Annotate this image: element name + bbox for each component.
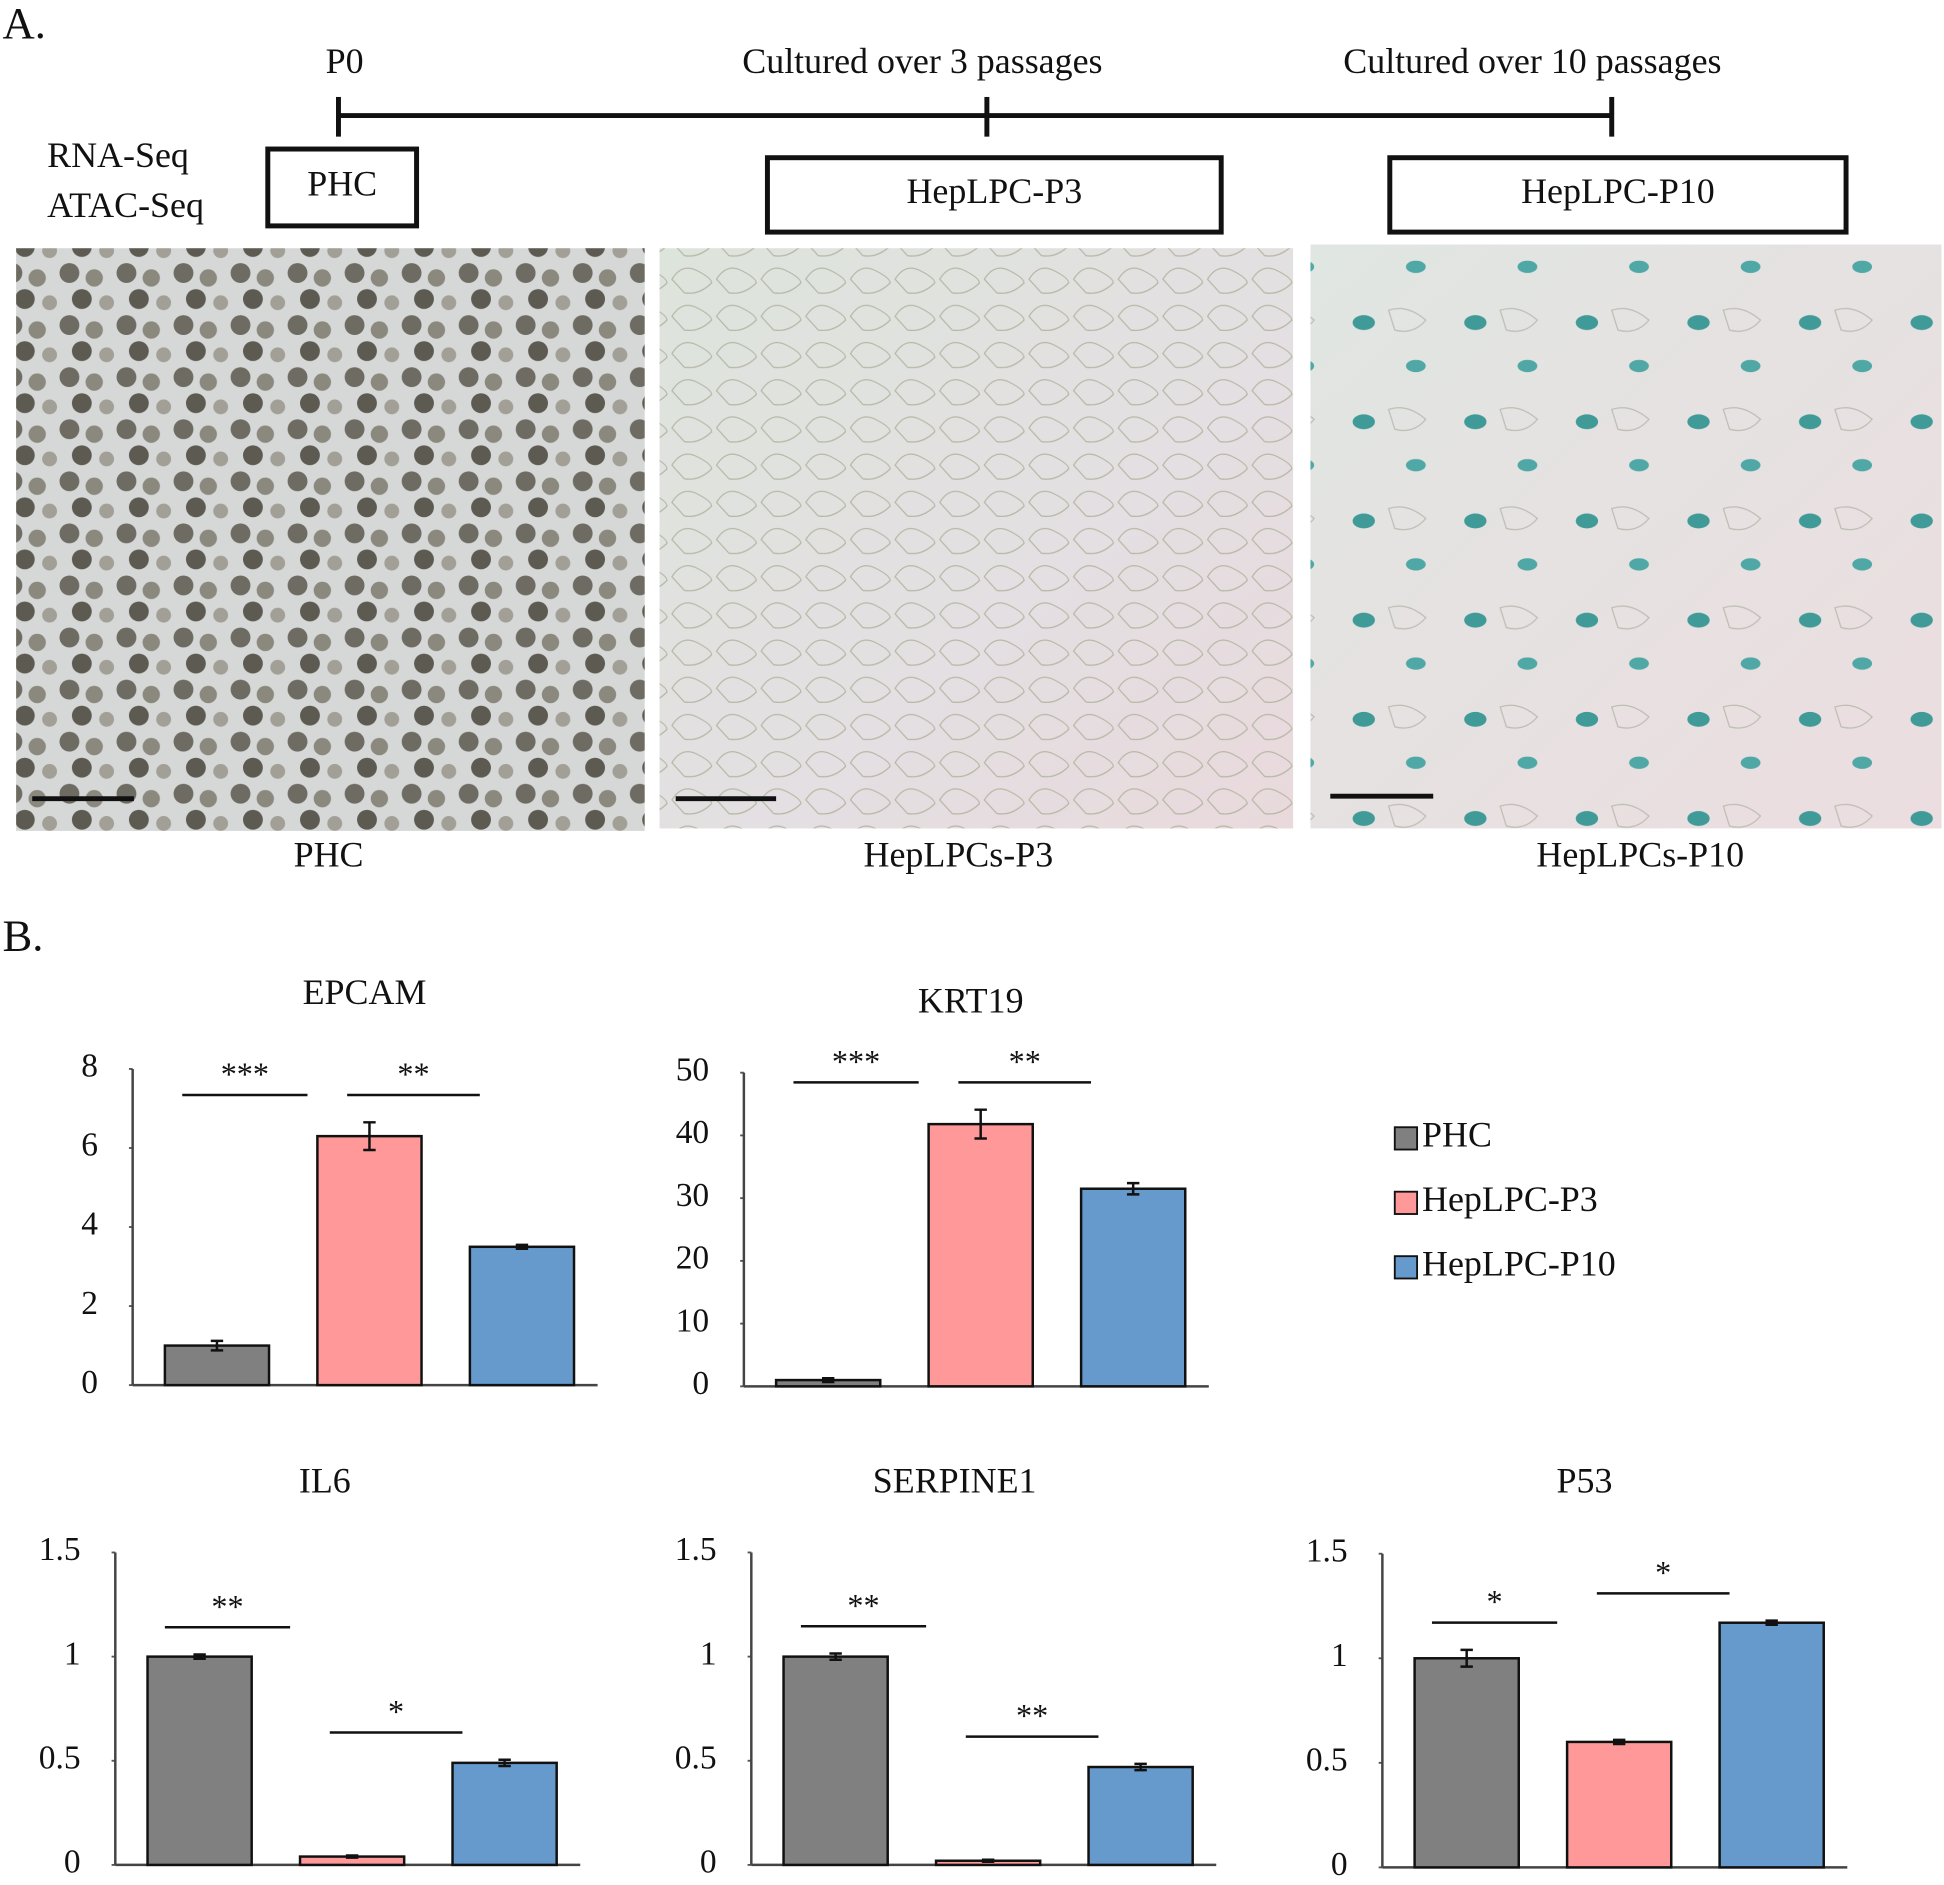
significance-label: ** bbox=[397, 1056, 429, 1092]
error-bar bbox=[193, 1653, 206, 1660]
sample-label: PHC bbox=[307, 164, 377, 204]
bar bbox=[146, 1655, 253, 1867]
significance-label: *** bbox=[221, 1056, 269, 1092]
error-bar bbox=[821, 1376, 835, 1384]
legend-swatch bbox=[1393, 1126, 1419, 1151]
assay-label: RNA-Seq bbox=[47, 135, 189, 175]
y-tick-label: 0.5 bbox=[1306, 1742, 1348, 1779]
bar bbox=[451, 1761, 558, 1867]
error-bar bbox=[1134, 1762, 1147, 1772]
bar bbox=[316, 1134, 423, 1387]
image-caption: HepLPCs-P10 bbox=[1536, 834, 1744, 874]
error-bar bbox=[1126, 1181, 1140, 1196]
micrograph bbox=[16, 248, 645, 831]
y-tick-label: 1.5 bbox=[39, 1531, 81, 1568]
significance-label: ** bbox=[1016, 1698, 1048, 1734]
error-bar bbox=[515, 1243, 529, 1251]
legend-label: HepLPC-P10 bbox=[1422, 1244, 1616, 1284]
error-bar bbox=[345, 1854, 359, 1859]
significance-label: * bbox=[1655, 1554, 1671, 1590]
y-tick-label: 0 bbox=[64, 1844, 81, 1881]
significance-label: ** bbox=[211, 1588, 243, 1624]
bar bbox=[1413, 1657, 1520, 1869]
y-tick-label: 30 bbox=[676, 1177, 709, 1214]
legend-swatch bbox=[1393, 1255, 1419, 1280]
legend-swatch bbox=[1393, 1190, 1419, 1215]
y-tick-label: 4 bbox=[81, 1206, 98, 1243]
error-bar bbox=[981, 1858, 995, 1864]
bar bbox=[163, 1344, 271, 1387]
y-tick-label: 20 bbox=[676, 1240, 709, 1277]
y-tick-label: 8 bbox=[81, 1048, 98, 1085]
micrograph-texture bbox=[659, 248, 1294, 829]
bar bbox=[1565, 1740, 1673, 1869]
bar bbox=[1087, 1765, 1194, 1867]
error-bar bbox=[1765, 1619, 1778, 1627]
error-bar bbox=[1612, 1738, 1626, 1746]
y-tick-label: 1 bbox=[700, 1635, 717, 1672]
y-tick-label: 6 bbox=[81, 1127, 98, 1164]
chart-title: EPCAM bbox=[303, 972, 427, 1012]
error-bar bbox=[974, 1108, 987, 1140]
y-tick-label: 40 bbox=[676, 1114, 709, 1151]
y-tick-label: 0.5 bbox=[39, 1739, 81, 1776]
significance-label: ** bbox=[847, 1587, 879, 1623]
y-tick-label: 1.5 bbox=[675, 1531, 717, 1568]
significance-label: * bbox=[388, 1693, 404, 1729]
timeline-label: Cultured over 10 passages bbox=[1343, 41, 1721, 81]
chart-title: KRT19 bbox=[918, 981, 1024, 1021]
bar bbox=[1079, 1187, 1187, 1388]
sample-label: HepLPC-P10 bbox=[1521, 171, 1715, 211]
bar bbox=[468, 1245, 576, 1387]
bar bbox=[782, 1655, 889, 1867]
image-caption: HepLPCs-P3 bbox=[864, 834, 1054, 874]
error-bar bbox=[498, 1758, 511, 1768]
y-tick-label: 1.5 bbox=[1306, 1532, 1348, 1569]
error-bar bbox=[829, 1652, 842, 1661]
significance-label: ** bbox=[1009, 1043, 1041, 1079]
y-tick-label: 0 bbox=[1331, 1846, 1348, 1883]
significance-label: * bbox=[1487, 1584, 1503, 1620]
image-caption: PHC bbox=[294, 834, 364, 874]
bar bbox=[1718, 1621, 1825, 1869]
sample-box bbox=[764, 155, 1224, 235]
y-tick-label: 0 bbox=[692, 1365, 709, 1402]
micrograph-texture bbox=[1310, 244, 1942, 829]
sample-label: HepLPC-P3 bbox=[906, 171, 1082, 211]
chart-title: IL6 bbox=[299, 1461, 351, 1501]
y-tick-label: 0 bbox=[700, 1844, 717, 1881]
error-bar bbox=[210, 1339, 224, 1352]
y-tick-label: 0.5 bbox=[675, 1739, 717, 1776]
legend-label: PHC bbox=[1422, 1115, 1492, 1155]
y-tick-label: 1 bbox=[64, 1635, 81, 1672]
error-bar bbox=[1460, 1648, 1473, 1668]
chart-title: P53 bbox=[1556, 1461, 1612, 1501]
panel-label: A. bbox=[2, 0, 45, 48]
y-tick-label: 10 bbox=[676, 1302, 709, 1339]
y-tick-label: 0 bbox=[81, 1364, 98, 1401]
sample-box bbox=[265, 146, 420, 229]
y-tick-label: 1 bbox=[1331, 1637, 1348, 1674]
timeline-label: Cultured over 3 passages bbox=[742, 41, 1102, 81]
timeline-label: P0 bbox=[326, 41, 364, 81]
significance-label: *** bbox=[832, 1043, 880, 1079]
sample-box bbox=[1387, 155, 1849, 235]
y-tick-label: 2 bbox=[81, 1285, 98, 1322]
assay-label: ATAC-Seq bbox=[47, 185, 204, 225]
chart-title: SERPINE1 bbox=[873, 1461, 1037, 1501]
bar bbox=[927, 1122, 1034, 1388]
legend-label: HepLPC-P3 bbox=[1422, 1179, 1598, 1219]
error-bar bbox=[363, 1121, 376, 1152]
y-tick-label: 50 bbox=[676, 1051, 709, 1088]
panel-label: B. bbox=[2, 910, 43, 960]
